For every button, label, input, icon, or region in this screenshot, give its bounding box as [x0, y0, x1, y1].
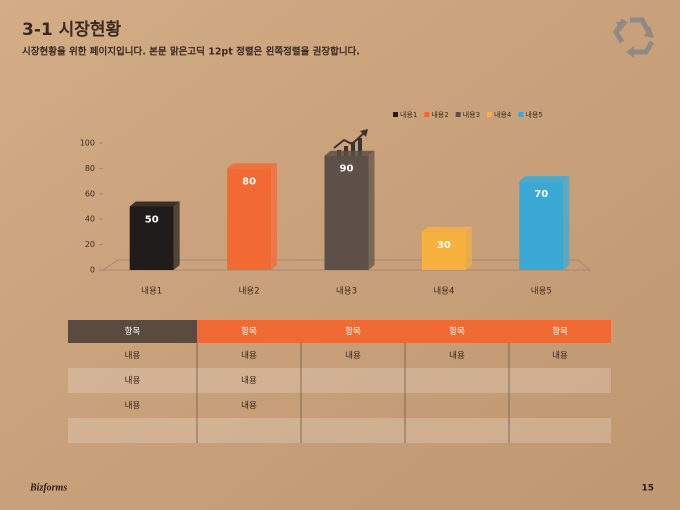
table-header-cell — [197, 320, 301, 343]
table-header-cell — [301, 320, 405, 343]
legend-label: 내용3 — [463, 110, 480, 119]
y-tick-label: 80 — [85, 164, 95, 173]
table-header-text: 항목 — [241, 327, 257, 337]
legend-swatch — [393, 112, 398, 117]
table-header-text: 항목 — [552, 327, 568, 337]
bar — [519, 181, 564, 270]
table-cell: 내용 — [449, 351, 465, 361]
legend-label: 내용4 — [494, 110, 512, 119]
bar-top — [129, 201, 180, 207]
data-label: 70 — [534, 189, 548, 200]
legend-label: 내용5 — [525, 110, 542, 119]
y-tick-label: 40 — [85, 215, 95, 224]
x-tick-label: 내용5 — [531, 287, 552, 297]
table-header-text: 항목 — [449, 327, 465, 337]
legend-swatch — [487, 112, 493, 117]
y-tick-label: 0 — [90, 266, 95, 275]
table-row-shade — [68, 418, 611, 443]
x-tick-label: 내용4 — [433, 287, 454, 297]
x-tick-label: 내용1 — [141, 287, 162, 297]
bar-side — [271, 163, 278, 270]
table-cell: 내용 — [125, 351, 141, 361]
bar — [129, 206, 174, 270]
recycle-icon — [613, 17, 655, 58]
table-cell: 내용 — [552, 351, 568, 361]
slide-subtitle: 시장현황을 위한 페이지입니다. 본문 맑은고딕 12pt 정렬은 왼쪽정렬을 … — [22, 46, 360, 58]
data-label: 50 — [145, 215, 159, 226]
legend-swatch — [455, 112, 461, 117]
table-cell: 내용 — [241, 351, 257, 361]
bar-side — [173, 201, 180, 270]
table-cell: 내용 — [241, 401, 257, 411]
legend-label: 내용2 — [431, 110, 448, 119]
table-cell: 내용 — [345, 351, 361, 361]
bar-side — [368, 150, 375, 270]
table-cell: 내용 — [125, 376, 141, 386]
table-header-cell — [68, 320, 197, 343]
footer-logo: Bizforms — [29, 482, 67, 493]
bar-top — [324, 150, 375, 156]
table-header-text: 항목 — [125, 327, 141, 337]
legend-label: 내용1 — [400, 110, 417, 119]
x-tick-label: 내용3 — [336, 287, 357, 297]
table-cell: 내용 — [241, 376, 257, 386]
y-tick-label: 20 — [85, 240, 95, 249]
table-header-cell — [405, 320, 509, 343]
bar-top — [421, 226, 472, 232]
legend-swatch — [518, 112, 524, 117]
bar — [421, 231, 466, 270]
bar-side — [465, 226, 472, 270]
x-tick-label: 내용2 — [239, 287, 260, 297]
table-header-text: 항목 — [345, 327, 361, 337]
data-label: 80 — [242, 176, 256, 187]
slide-title: 3-1 시장현황 — [22, 20, 122, 40]
bar-top — [227, 163, 278, 169]
page-number: 15 — [641, 484, 654, 494]
bar — [227, 168, 272, 270]
table-cell: 내용 — [125, 401, 141, 411]
y-tick-label: 100 — [80, 139, 95, 148]
legend-swatch — [424, 112, 430, 117]
table-row-shade — [68, 368, 611, 393]
bar — [324, 155, 369, 270]
data-label: 30 — [437, 240, 451, 251]
bar-top — [519, 176, 570, 182]
bar-side — [563, 176, 570, 270]
y-tick-label: 60 — [85, 189, 95, 198]
table-header-cell — [509, 320, 611, 343]
data-label: 90 — [340, 164, 354, 175]
